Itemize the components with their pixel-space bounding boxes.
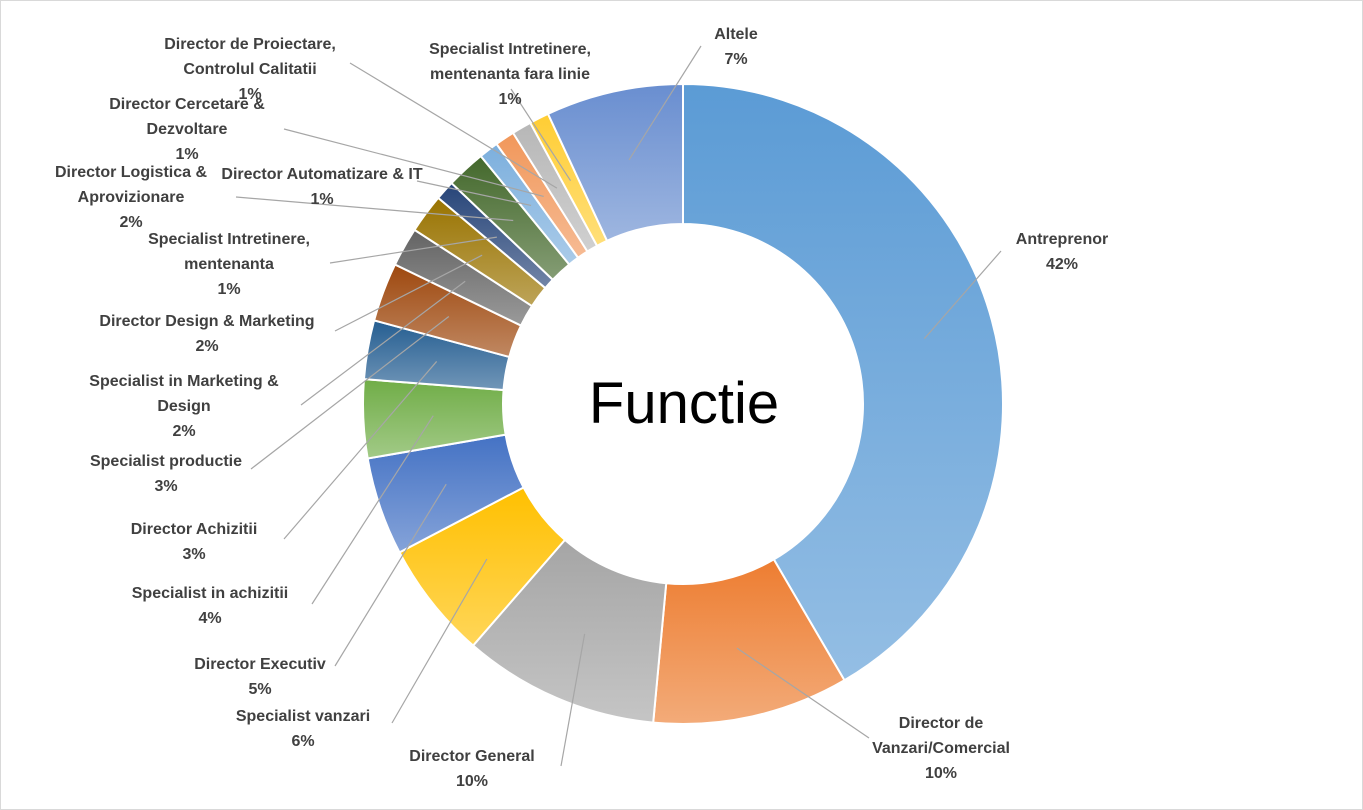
data-label-0: Antreprenor 42% — [1016, 231, 1108, 273]
leader-line-5 — [311, 415, 434, 605]
leader-line-11 — [235, 196, 514, 222]
data-label-5: Specialist in achizitii 4% — [132, 585, 289, 627]
leader-line-1 — [736, 647, 870, 739]
data-labels: Antreprenor 42% Director de Vanzari/Comerci… — [55, 26, 1108, 790]
chart-title: Functie — [589, 371, 779, 436]
data-label-10: Specialist Intretinere, mentenanta 1% — [148, 231, 310, 298]
data-label-16: Altele 7% — [714, 26, 758, 68]
leader-line-2 — [560, 633, 586, 767]
data-label-13: Director Cercetare & Dezvoltare 1% — [109, 96, 265, 163]
data-label-11: Director Logistica & Aprovizionare 2% — [55, 164, 207, 231]
data-label-15: Specialist Intretinere, mentenanta fara l… — [429, 41, 591, 108]
leader-line-10 — [329, 236, 497, 264]
data-label-8: Specialist in Marketing & Design 2% — [89, 373, 279, 440]
leader-line-15 — [510, 88, 572, 182]
data-label-12: Director Automatizare & IT 1% — [221, 166, 422, 208]
leader-lines — [235, 45, 1002, 767]
data-label-6: Director Achizitii 3% — [131, 521, 258, 563]
leader-line-14 — [349, 62, 558, 189]
data-label-4: Director Executiv 5% — [194, 656, 326, 698]
slice-16 — [546, 82, 684, 243]
leader-line-6 — [283, 361, 438, 540]
leader-line-7 — [250, 315, 450, 470]
data-label-9: Director Design & Marketing 2% — [99, 313, 314, 355]
leader-line-8 — [300, 280, 466, 406]
data-label-1: Director de Vanzari/Comercial 10% — [872, 715, 1010, 782]
data-label-7: Specialist productie 3% — [90, 453, 242, 495]
leader-line-12 — [416, 180, 532, 207]
leader-line-3 — [391, 558, 488, 724]
leader-line-0 — [923, 250, 1002, 340]
leader-line-13 — [283, 128, 544, 197]
leader-line-4 — [334, 483, 447, 667]
data-label-2: Director General 10% — [409, 748, 534, 790]
data-label-3: Specialist vanzari 6% — [236, 708, 370, 750]
slice-0 — [682, 82, 1004, 682]
donut-slices — [362, 82, 1004, 725]
leader-line-16 — [628, 45, 702, 161]
leader-line-9 — [334, 254, 483, 332]
data-label-14: Director de Proiectare, Controlul Calitat… — [164, 36, 336, 103]
